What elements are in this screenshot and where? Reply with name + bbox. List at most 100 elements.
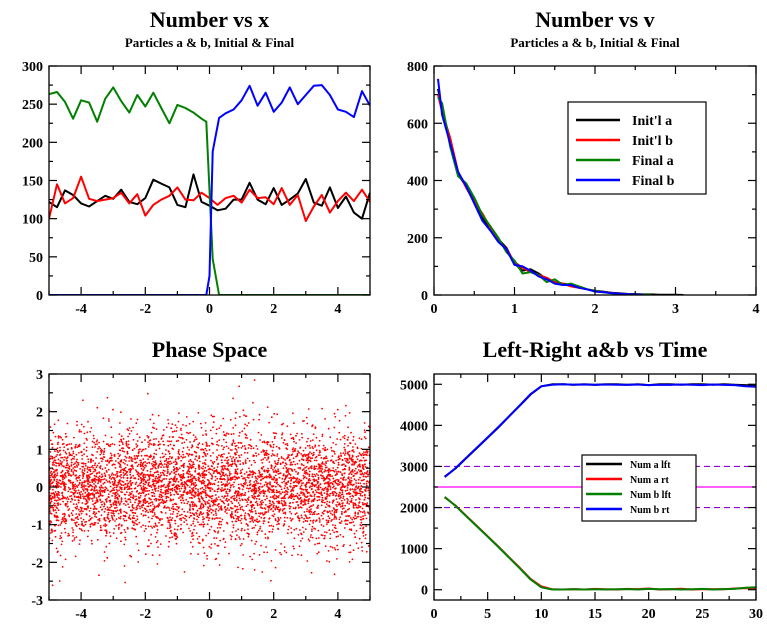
scatter-point — [244, 433, 247, 436]
scatter-point — [317, 487, 320, 489]
scatter-point — [188, 460, 190, 463]
scatter-point — [367, 511, 370, 514]
scatter-point — [328, 505, 331, 507]
scatter-point — [224, 508, 227, 511]
scatter-point — [195, 479, 198, 482]
scatter-point — [321, 468, 324, 470]
scatter-point — [236, 492, 239, 495]
scatter-point — [342, 535, 345, 538]
y-tick-label: 400 — [407, 175, 428, 190]
scatter-point — [293, 468, 296, 471]
scatter-point — [162, 492, 165, 494]
scatter-point — [301, 436, 304, 439]
scatter-point — [253, 526, 256, 529]
scatter-point — [172, 466, 175, 468]
scatter-point — [155, 428, 158, 430]
scatter-point — [214, 510, 217, 513]
scatter-point — [348, 479, 351, 481]
scatter-point — [55, 465, 57, 467]
scatter-point — [240, 522, 243, 524]
scatter-point — [95, 440, 98, 443]
scatter-point — [115, 494, 118, 497]
scatter-point — [229, 486, 232, 489]
scatter-point — [186, 446, 189, 449]
scatter-point — [54, 473, 56, 476]
scatter-point — [230, 484, 232, 486]
scatter-point — [290, 519, 293, 522]
scatter-point — [222, 469, 225, 471]
scatter-point — [296, 473, 299, 475]
scatter-point — [142, 509, 144, 512]
scatter-point — [240, 514, 243, 517]
scatter-point — [152, 503, 154, 505]
scatter-point — [291, 469, 294, 472]
scatter-point — [113, 486, 116, 489]
scatter-point — [284, 512, 287, 515]
scatter-point — [294, 463, 297, 466]
scatter-point — [79, 539, 81, 542]
scatter-point — [136, 444, 139, 447]
scatter-point — [177, 493, 180, 495]
scatter-point — [367, 475, 369, 478]
scatter-point — [170, 471, 173, 473]
scatter-point — [306, 453, 308, 456]
scatter-point — [282, 504, 284, 507]
scatter-point — [333, 426, 336, 429]
scatter-point — [293, 422, 295, 425]
scatter-point — [72, 531, 74, 534]
scatter-point — [67, 532, 70, 535]
scatter-point — [258, 498, 261, 501]
scatter-point — [227, 452, 230, 455]
scatter-point — [118, 444, 121, 447]
scatter-point — [80, 430, 82, 433]
scatter-point — [163, 500, 165, 503]
scatter-point — [360, 524, 363, 527]
scatter-point — [335, 530, 338, 533]
scatter-point — [171, 447, 174, 450]
scatter-point — [114, 491, 117, 494]
scatter-point — [70, 447, 73, 450]
scatter-point — [335, 459, 337, 462]
scatter-point — [242, 538, 245, 540]
scatter-point — [137, 485, 139, 487]
scatter-point — [52, 492, 55, 494]
scatter-point — [342, 545, 345, 548]
scatter-point — [142, 448, 145, 451]
scatter-point — [294, 480, 297, 483]
scatter-point — [142, 487, 145, 490]
scatter-point — [168, 522, 171, 524]
scatter-point — [119, 517, 122, 520]
scatter-point — [251, 470, 254, 473]
scatter-point — [66, 471, 69, 474]
scatter-point — [151, 458, 154, 460]
scatter-point — [54, 450, 56, 453]
scatter-point — [224, 434, 227, 437]
scatter-point — [308, 523, 311, 526]
scatter-point — [122, 469, 125, 472]
scatter-point — [292, 545, 295, 548]
scatter-point — [341, 512, 343, 515]
scatter-point — [125, 500, 128, 503]
scatter-point — [123, 543, 126, 546]
scatter-point — [51, 531, 54, 533]
scatter-point — [72, 473, 75, 476]
scatter-point — [334, 524, 337, 527]
scatter-point — [86, 501, 89, 503]
scatter-point — [174, 522, 177, 525]
scatter-point — [362, 475, 365, 478]
scatter-point — [174, 519, 177, 522]
scatter-point — [210, 543, 213, 546]
scatter-point — [225, 492, 228, 494]
scatter-point — [357, 485, 360, 488]
scatter-point — [307, 491, 310, 494]
scatter-point — [112, 518, 114, 521]
scatter-point — [97, 476, 100, 479]
scatter-point — [258, 491, 261, 494]
scatter-point — [177, 484, 179, 487]
scatter-point — [223, 502, 226, 505]
scatter-point — [202, 516, 204, 518]
scatter-point — [201, 486, 204, 489]
scatter-point — [99, 490, 102, 493]
scatter-point — [354, 467, 357, 470]
